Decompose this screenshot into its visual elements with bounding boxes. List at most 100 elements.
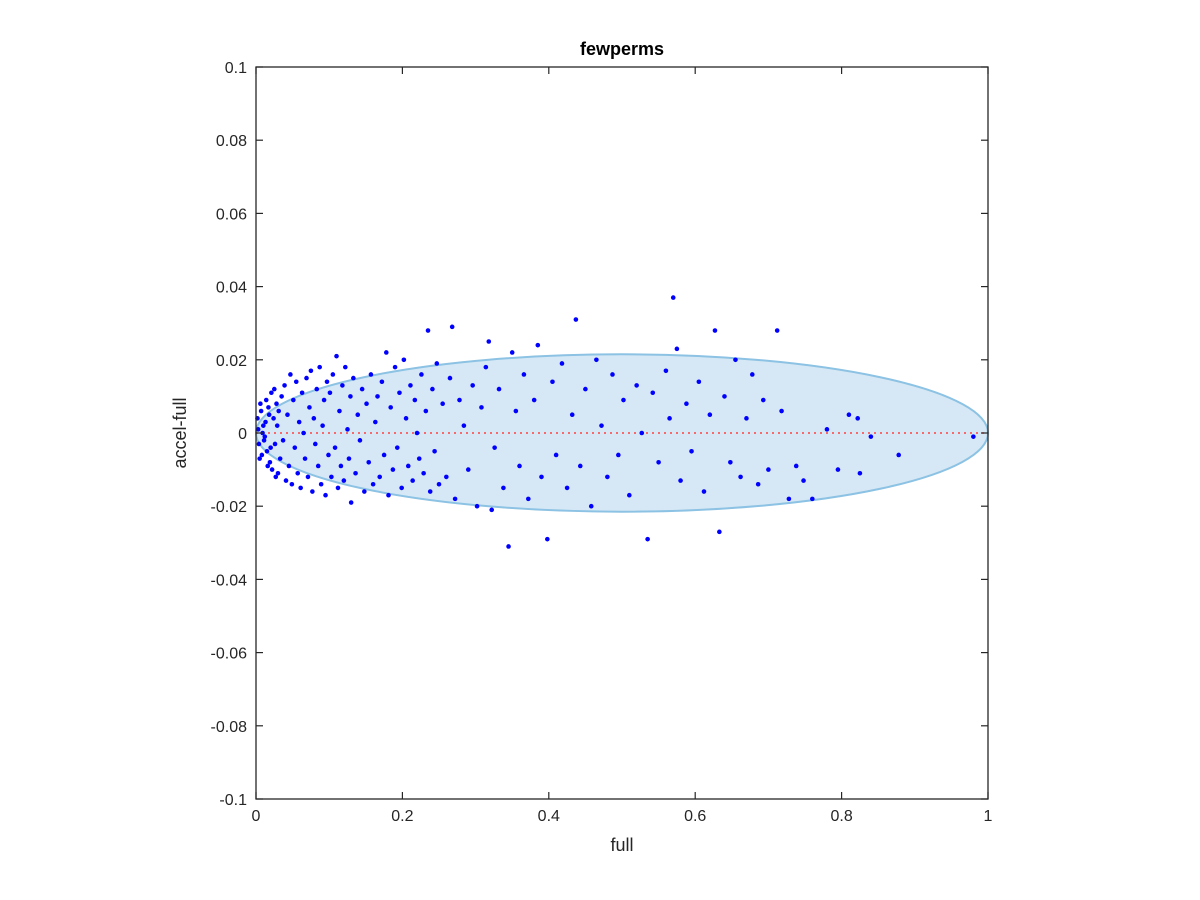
- data-point: [639, 430, 645, 436]
- data-point: [276, 408, 281, 414]
- data-point: [513, 408, 519, 414]
- data-point: [670, 295, 676, 300]
- data-point: [314, 386, 320, 392]
- data-point: [564, 485, 570, 491]
- data-point: [345, 427, 350, 432]
- data-point: [326, 452, 331, 458]
- data-point: [403, 416, 409, 421]
- data-point: [667, 416, 672, 421]
- data-point: [266, 405, 271, 410]
- data-point: [355, 412, 361, 418]
- data-point: [258, 408, 264, 414]
- y-tick-label: 0.1: [225, 60, 247, 77]
- data-point: [338, 463, 344, 469]
- data-point: [674, 346, 680, 352]
- data-point: [399, 485, 404, 491]
- data-point: [774, 328, 780, 333]
- data-point: [305, 474, 311, 480]
- data-point: [256, 441, 262, 447]
- data-point: [335, 485, 341, 491]
- data-point: [262, 434, 268, 439]
- data-point: [348, 394, 353, 399]
- data-point: [896, 452, 901, 458]
- data-point: [701, 489, 707, 494]
- data-point: [308, 368, 314, 374]
- data-point: [364, 401, 369, 407]
- data-point: [427, 489, 433, 494]
- x-tick-label: 0.2: [391, 808, 413, 825]
- data-point: [616, 452, 621, 458]
- data-point: [414, 430, 420, 436]
- data-point: [627, 492, 632, 498]
- data-point: [707, 412, 713, 418]
- data-point: [302, 456, 308, 461]
- data-point: [449, 324, 455, 330]
- data-point: [263, 397, 269, 403]
- data-point: [793, 463, 799, 469]
- data-point: [509, 350, 515, 355]
- data-point: [722, 394, 727, 399]
- data-point: [315, 463, 321, 469]
- data-point: [370, 481, 376, 487]
- data-point: [381, 452, 387, 458]
- data-point: [295, 470, 301, 476]
- data-point: [282, 383, 287, 388]
- data-point: [334, 353, 339, 359]
- data-point: [291, 397, 296, 403]
- data-point: [569, 412, 575, 418]
- data-point: [362, 489, 367, 494]
- data-point: [311, 416, 317, 421]
- data-point: [545, 536, 550, 542]
- data-point: [440, 401, 445, 407]
- data-point: [327, 390, 333, 396]
- data-point: [539, 474, 544, 480]
- x-axis-label: full: [610, 835, 633, 855]
- data-point: [289, 481, 295, 487]
- data-point: [298, 485, 303, 491]
- data-point: [408, 383, 413, 388]
- data-point: [436, 481, 442, 487]
- data-point: [296, 419, 302, 425]
- data-point: [470, 383, 475, 388]
- data-point: [265, 463, 271, 469]
- data-point: [749, 372, 755, 377]
- data-point: [810, 496, 815, 502]
- x-tick-label: 0.6: [684, 808, 706, 825]
- data-point: [346, 456, 352, 461]
- data-point: [321, 397, 327, 403]
- data-point: [343, 364, 348, 370]
- data-point: [269, 390, 274, 396]
- data-point: [293, 379, 299, 385]
- data-point: [268, 445, 273, 450]
- data-point: [526, 496, 531, 502]
- data-point: [434, 361, 440, 366]
- data-point: [786, 496, 792, 502]
- data-point: [559, 361, 565, 366]
- y-tick-label: -0.02: [211, 499, 248, 516]
- data-point: [257, 456, 262, 461]
- data-point: [274, 401, 279, 407]
- data-point: [274, 423, 280, 428]
- x-tick-label: 0.8: [830, 808, 852, 825]
- data-point: [689, 449, 694, 454]
- data-point: [419, 372, 424, 377]
- data-point: [267, 459, 273, 465]
- data-point: [285, 412, 290, 418]
- data-point: [366, 459, 372, 465]
- data-point: [712, 328, 718, 333]
- y-tick-label: 0.02: [216, 353, 247, 370]
- data-point: [320, 423, 325, 428]
- data-point: [550, 379, 555, 385]
- data-point: [521, 372, 527, 377]
- y-tick-label: -0.1: [219, 792, 247, 809]
- data-point: [971, 434, 976, 439]
- data-point: [405, 463, 411, 469]
- data-point: [340, 383, 345, 388]
- data-point: [444, 474, 449, 480]
- data-point: [368, 372, 374, 377]
- data-point: [261, 438, 267, 443]
- data-point: [329, 474, 334, 480]
- data-point: [855, 416, 861, 421]
- data-point: [501, 485, 506, 491]
